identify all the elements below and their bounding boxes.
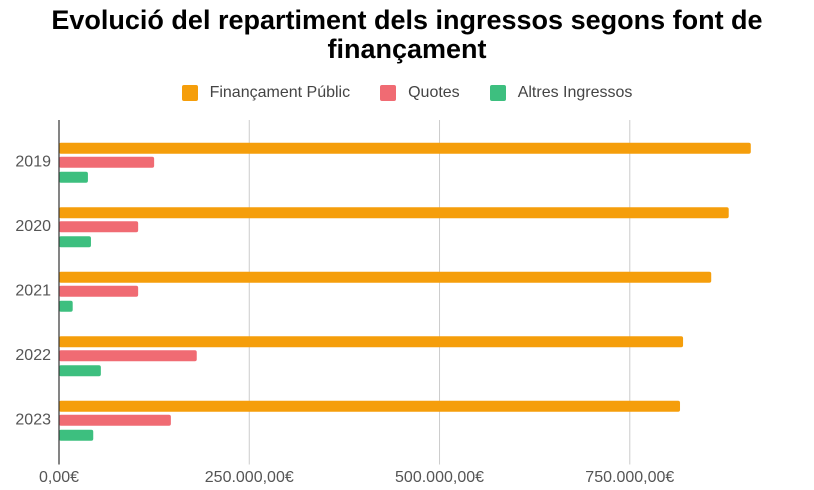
bar <box>59 236 91 248</box>
x-tick-label: 0,00€ <box>39 469 79 486</box>
legend-item: Altres Ingressos <box>489 84 633 102</box>
legend-swatch <box>489 85 506 101</box>
bar <box>59 142 751 154</box>
legend-label: Finançament Públic <box>209 84 351 101</box>
y-tick-label: 2021 <box>15 282 51 299</box>
bar <box>59 350 197 362</box>
bar <box>59 429 94 441</box>
legend-label: Quotes <box>408 84 460 101</box>
x-tick-label: 500.000,00€ <box>395 469 484 486</box>
chart-title: Evolució del repartiment dels ingressos … <box>51 5 763 64</box>
x-tick-label: 250.000,00€ <box>205 469 294 486</box>
y-tick-label: 2019 <box>15 153 51 170</box>
legend-swatch <box>380 85 397 101</box>
legend-item: Quotes <box>380 84 460 102</box>
legend-item: Finançament Públic <box>181 84 351 102</box>
bar <box>59 171 88 183</box>
bar <box>59 336 684 348</box>
bar <box>59 300 73 312</box>
legend: Finançament Públic Quotes Altres Ingressos <box>0 84 814 102</box>
bar <box>59 414 171 426</box>
bar <box>59 221 139 233</box>
bar <box>59 400 681 412</box>
y-tick-label: 2022 <box>15 347 51 364</box>
legend-swatch <box>181 85 198 101</box>
bar <box>59 365 101 377</box>
legend-label: Altres Ingressos <box>517 84 633 101</box>
bar <box>59 271 712 283</box>
bar <box>59 156 155 168</box>
y-tick-label: 2020 <box>15 218 51 235</box>
x-tick-label: 750.000,00€ <box>585 469 674 486</box>
y-tick-label: 2023 <box>15 411 51 428</box>
bar <box>59 285 139 297</box>
bar <box>59 207 729 219</box>
